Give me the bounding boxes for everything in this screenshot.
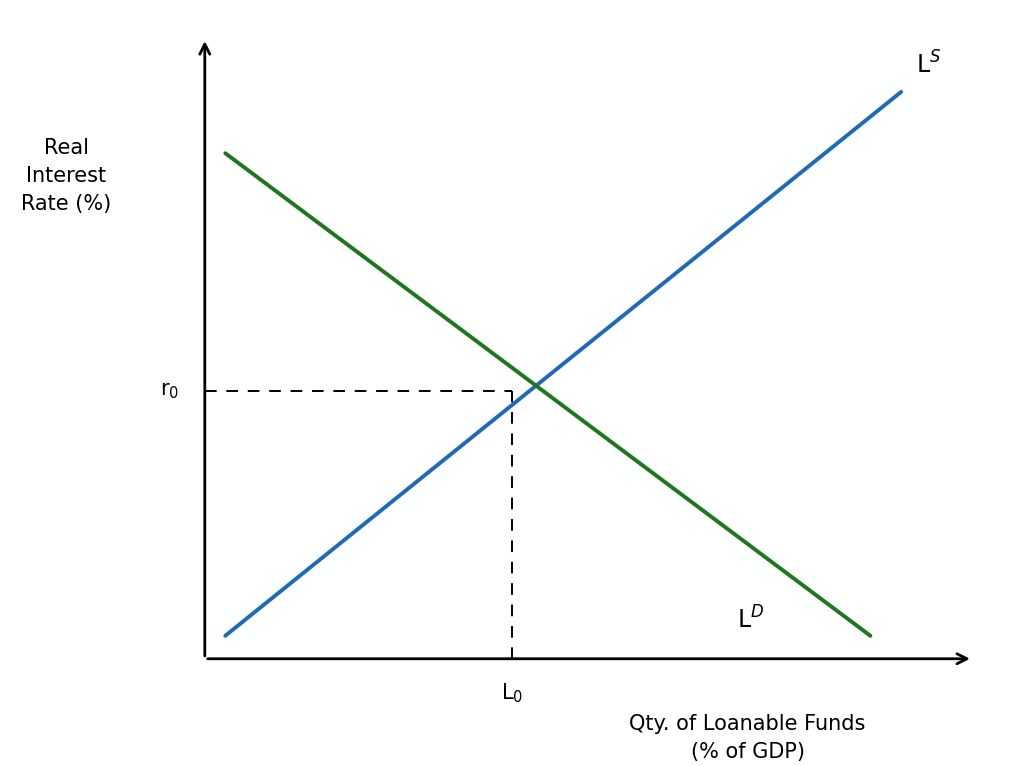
Text: L$_0$: L$_0$ — [501, 682, 523, 705]
Text: r$_0$: r$_0$ — [160, 381, 179, 401]
Text: Qty. of Loanable Funds
(% of GDP): Qty. of Loanable Funds (% of GDP) — [630, 714, 865, 762]
Text: Real
Interest
Rate (%): Real Interest Rate (%) — [22, 138, 112, 214]
Text: L$^S$: L$^S$ — [916, 51, 942, 79]
Text: L$^D$: L$^D$ — [737, 607, 765, 634]
